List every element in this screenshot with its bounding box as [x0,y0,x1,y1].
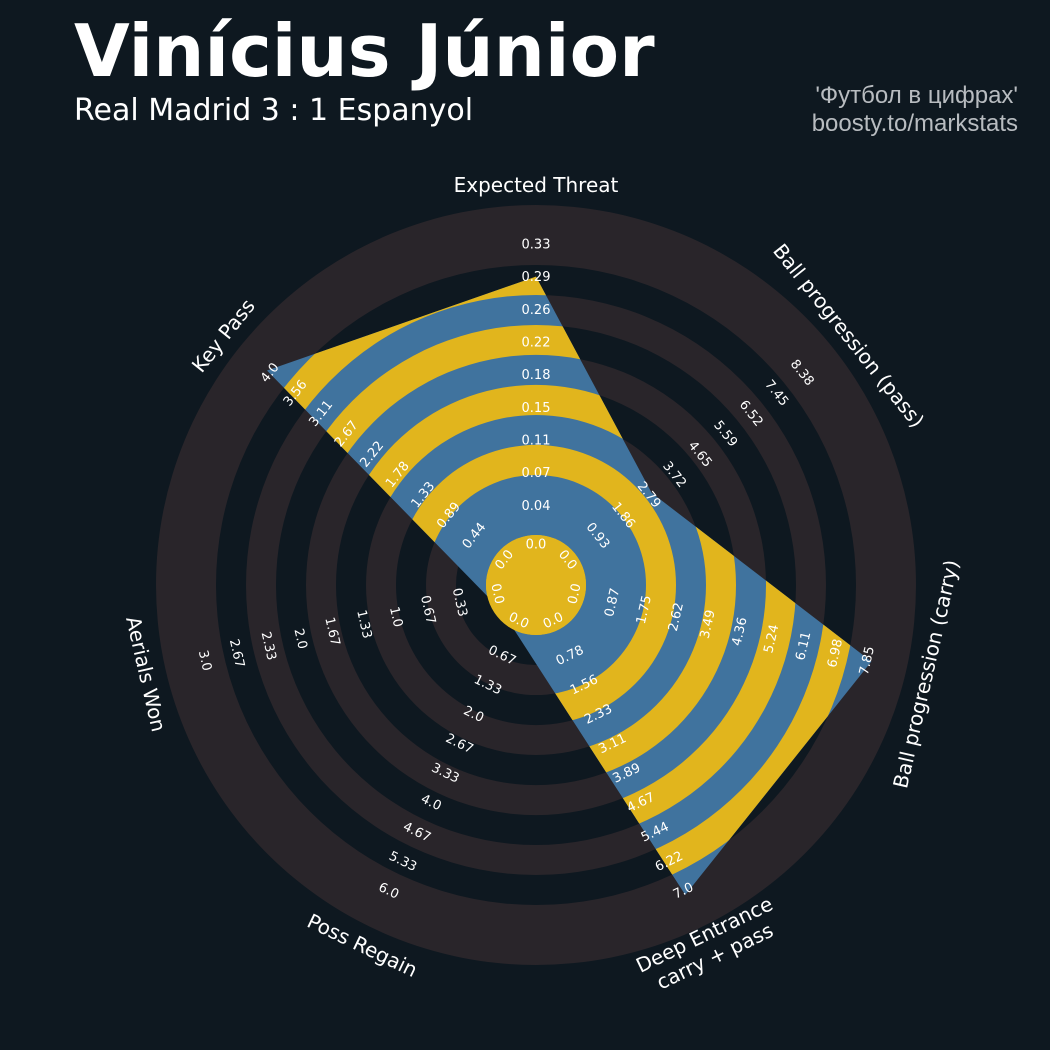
radar-tick-label: 4.36 [730,616,751,648]
radar-tick-label: 2.67 [226,638,247,670]
radar-value-polygon [267,276,872,895]
radar-tick-label: 0.0 [526,538,547,553]
radar-tick-label: 0.15 [522,401,551,416]
radar-tick-label: 0.33 [522,238,551,253]
credit-source: 'Футбол в цифрах' [815,82,1018,109]
radar-tick-label: 7.85 [857,645,878,677]
radar-tick-label: 5.24 [761,623,782,655]
radar-tick-label: 2.62 [666,601,687,633]
radar-tick-label: 0.87 [602,587,623,619]
radar-tick-label: 1.33 [353,609,374,641]
radar-tick-label: 0.0 [487,582,506,606]
radar-tick-label: 2.0 [290,627,309,651]
credit-url: boosty.to/markstats [811,110,1018,137]
radar-tick-label: 0.22 [522,336,551,351]
radar-tick-label: 2.33 [258,630,279,662]
radar-tick-label: 0.04 [522,499,551,514]
radar-tick-label: 6.98 [825,638,846,670]
radar-tick-label: 0.33 [449,587,470,619]
radar-param-label: Expected Threat [454,173,619,197]
radar-tick-label: 0.26 [522,303,551,318]
radar-center-disc [486,535,586,635]
radar-tick-label: 3.49 [698,609,719,641]
match-score: Real Madrid 3 : 1 Espanyol [74,93,474,128]
radar-tick-label: 1.67 [321,616,342,648]
radar-tick-label: 0.11 [522,434,551,449]
radar-tick-label: 0.67 [417,594,438,626]
radar-tick-label: 0.0 [565,582,584,606]
radar-tick-label: 4.0 [418,792,443,814]
radar-tick-label: 0.29 [522,270,551,285]
radar-tick-label: 0.07 [522,466,551,481]
radar-tick-label: 1.0 [386,605,405,629]
radar-tick-label: 1.75 [634,594,655,626]
radar-tick-label: 6.11 [793,630,814,662]
radar-tick-label: 3.0 [195,649,214,673]
radar-tick-label: 0.18 [522,368,551,383]
player-name: Vinícius Júnior [74,9,655,93]
